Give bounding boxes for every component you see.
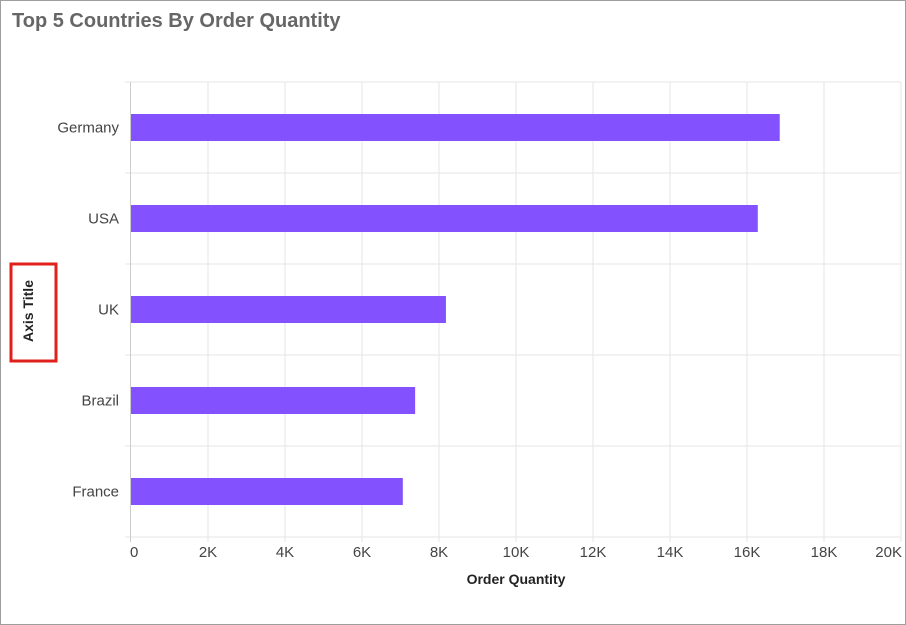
bar-uk[interactable] [131,296,446,323]
x-tick-label: 8K [430,544,448,561]
x-tick-label: 12K [580,544,607,561]
bar-france[interactable] [131,478,403,505]
bar-usa[interactable] [131,205,758,232]
x-tick-label: 0 [130,544,138,561]
category-label-uk: UK [98,302,119,319]
bar-germany[interactable] [131,114,780,141]
x-tick-label: 6K [353,544,371,561]
x-tick-label: 10K [503,544,530,561]
x-tick-label: 18K [811,544,838,561]
y-axis-title[interactable]: Axis Title [20,280,36,342]
x-tick-label: 14K [657,544,684,561]
x-tick-label: 16K [734,544,761,561]
category-label-germany: Germany [57,120,119,137]
category-label-brazil: Brazil [81,393,119,410]
x-tick-label: 20K [875,544,902,561]
x-tick-label: 2K [199,544,217,561]
x-axis-title: Order Quantity [467,571,566,587]
category-label-usa: USA [88,211,119,228]
chart-title: Top 5 Countries By Order Quantity [12,10,341,32]
category-label-france: France [72,484,119,501]
y-axis-title-highlight [9,262,58,363]
x-tick-label: 4K [276,544,294,561]
bar-brazil[interactable] [131,387,416,414]
